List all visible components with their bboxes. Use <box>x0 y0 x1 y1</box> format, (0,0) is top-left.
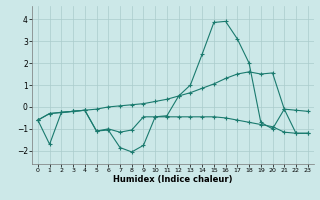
X-axis label: Humidex (Indice chaleur): Humidex (Indice chaleur) <box>113 175 233 184</box>
